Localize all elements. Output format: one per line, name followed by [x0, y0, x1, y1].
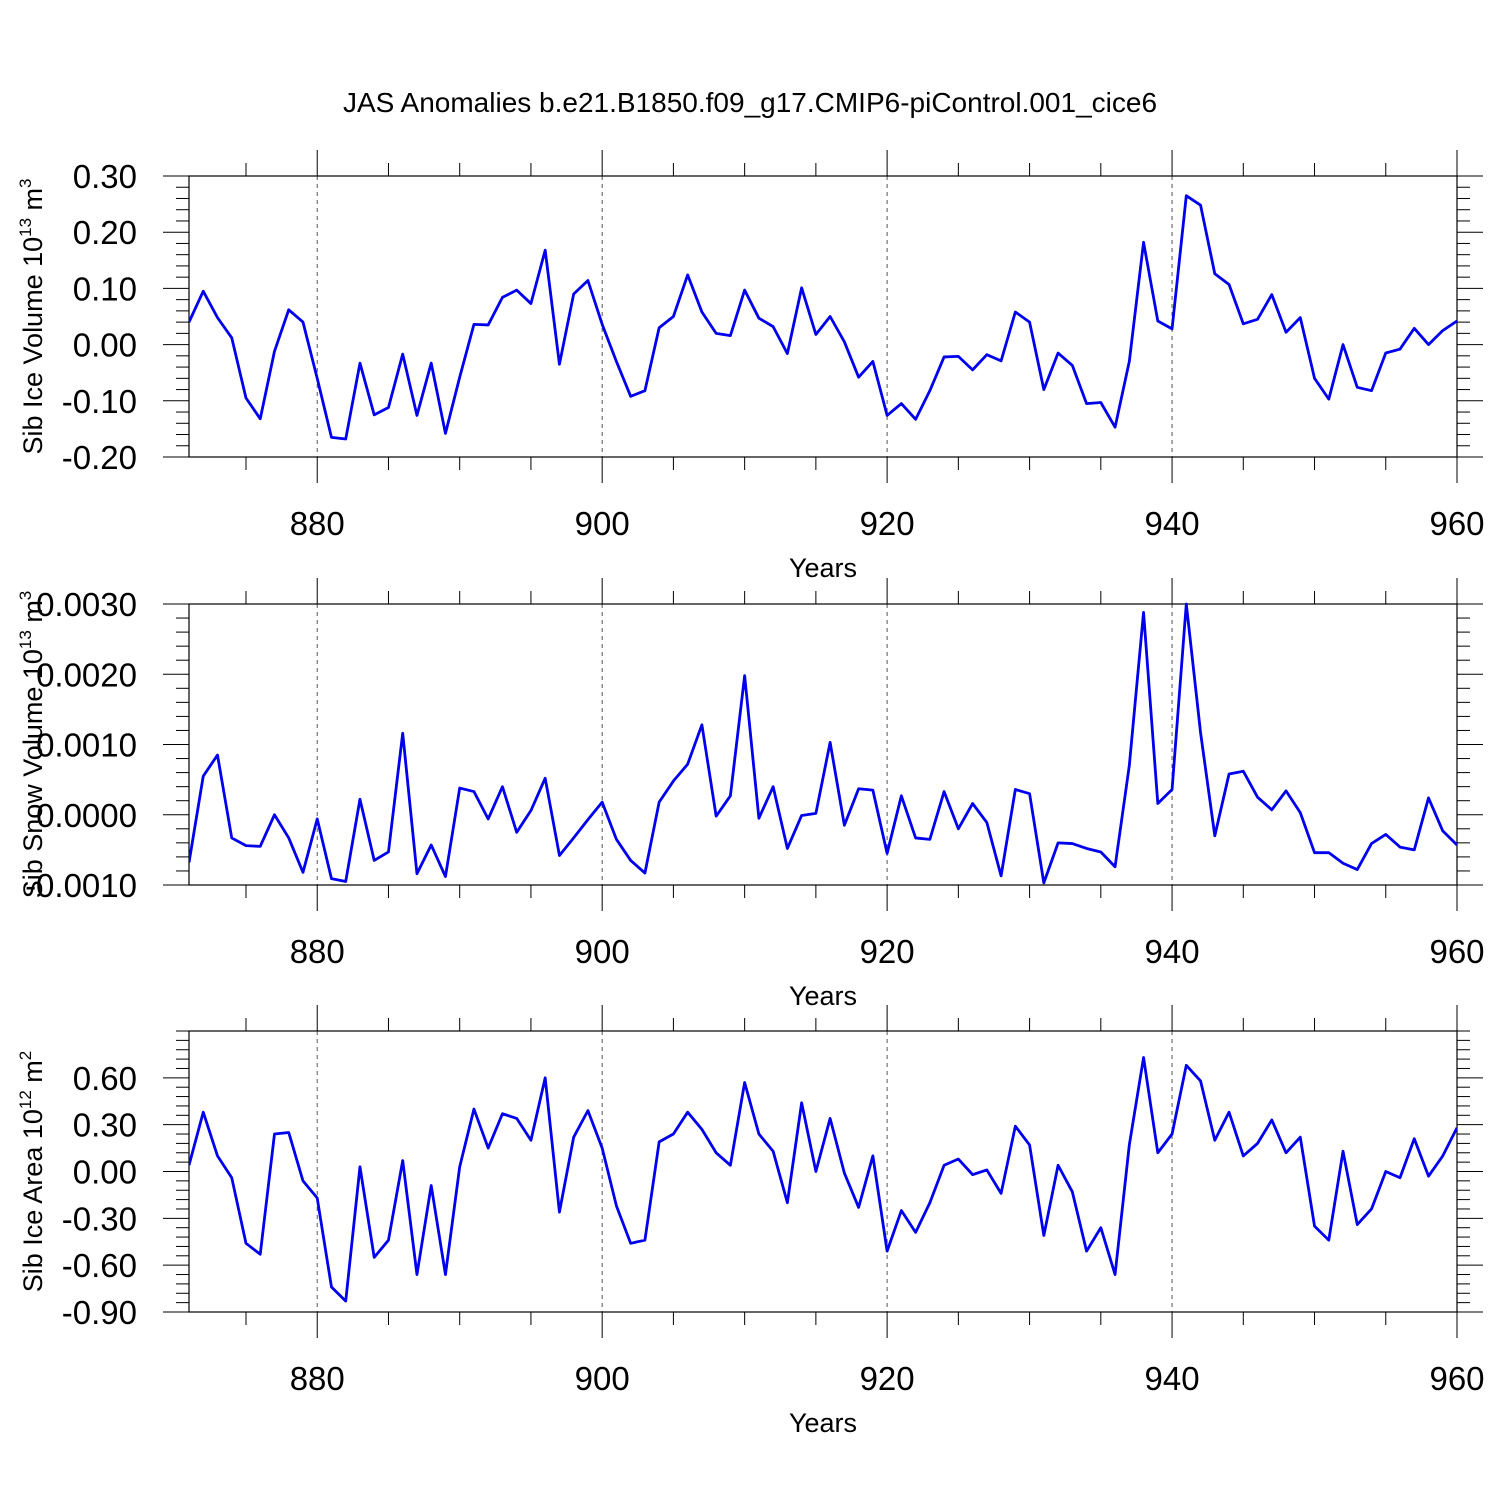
y-tick-label: 0.10: [73, 270, 137, 307]
plot-frame: [188, 1030, 1458, 1313]
x-tick-label: 900: [575, 505, 630, 542]
y-tick-label: 0.20: [73, 214, 137, 251]
y-tick-label: -0.30: [62, 1200, 137, 1237]
panel-1: -0.20 -0.10 0.00 0.10 0.20 0.30 880 900 920 940 96…: [16, 150, 1485, 583]
y-tick-label: 0.30: [73, 158, 137, 195]
x-tick-label: 900: [575, 933, 630, 970]
series-line: [189, 194, 1457, 441]
x-tick-label: 920: [860, 505, 915, 542]
panels: -0.20 -0.10 0.00 0.10 0.20 0.30 880 900 920 940 96…: [16, 150, 1485, 1438]
plot-frame: [188, 603, 1458, 886]
x-axis-title: Years: [789, 553, 857, 583]
x-tick-label: 940: [1145, 505, 1200, 542]
x-axis-title: Years: [789, 981, 857, 1011]
y-tick-label: -0.60: [62, 1247, 137, 1284]
x-tick-label: 900: [575, 1360, 630, 1397]
x-tick-label: 960: [1429, 505, 1484, 542]
y-axis-title: Sib Ice Volume 1013 m3: [16, 178, 48, 454]
x-tick-label: 880: [290, 933, 345, 970]
x-tick-label: 940: [1145, 1360, 1200, 1397]
series-line: [189, 1056, 1457, 1303]
y-tick-label: 0.60: [73, 1060, 137, 1097]
x-tick-label: 920: [860, 933, 915, 970]
plot-frame: [188, 175, 1458, 458]
panel-2: -0.0010 0.0000 0.0010 0.0020 0.0030 880 900 920…: [16, 578, 1485, 1011]
x-tick-label: 920: [860, 1360, 915, 1397]
panel-3: -0.90 -0.60 -0.30 0.00 0.30 0.60 880 900 920 940 9…: [16, 1005, 1485, 1438]
y-tick-label: 0.0020: [36, 656, 137, 693]
y-tick-label: 0.30: [73, 1107, 137, 1144]
y-axis-title: Sib Snow Volume 1013 m3: [16, 591, 48, 899]
y-tick-label: -0.90: [62, 1294, 137, 1331]
y-tick-label: 0.0010: [36, 727, 137, 764]
x-tick-label: 940: [1145, 933, 1200, 970]
x-tick-label: 960: [1429, 933, 1484, 970]
y-tick-label: -0.10: [62, 383, 137, 420]
main-title: JAS Anomalies b.e21.B1850.f09_g17.CMIP6-…: [343, 87, 1157, 118]
x-tick-label: 880: [290, 505, 345, 542]
y-tick-label: 0.0000: [36, 797, 137, 834]
x-axis-title: Years: [789, 1408, 857, 1438]
y-tick-label: -0.20: [62, 439, 137, 476]
y-tick-label: -0.0010: [25, 867, 137, 904]
y-axis-title: Sib Ice Area 1012 m2: [16, 1051, 48, 1293]
x-tick-label: 960: [1429, 1360, 1484, 1397]
series-line: [189, 602, 1457, 885]
x-tick-label: 880: [290, 1360, 345, 1397]
y-tick-label: 0.0030: [36, 586, 137, 623]
y-tick-label: 0.00: [73, 1154, 137, 1191]
y-tick-label: 0.00: [73, 327, 137, 364]
